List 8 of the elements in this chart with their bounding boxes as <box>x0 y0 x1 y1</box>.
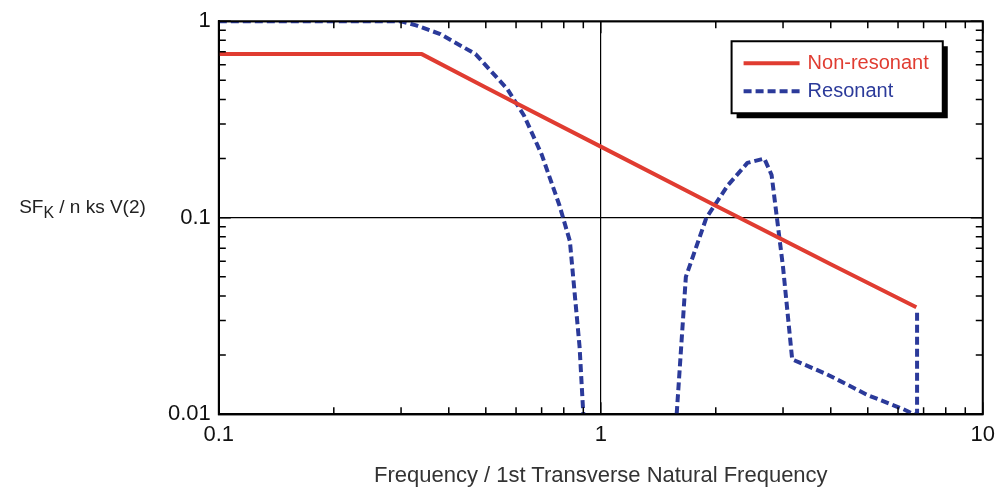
y-tick-label: 1 <box>198 7 211 33</box>
y-axis-title: SF$_{K}$ / n ks V(2) <box>18 196 147 222</box>
y-tick-label: 0.1 <box>180 203 211 229</box>
x-tick-label: 10 <box>970 421 996 447</box>
legend-label: Resonant <box>807 78 894 101</box>
x-tick-label: 1 <box>594 421 607 447</box>
legend-label: Non-resonant <box>807 50 930 73</box>
x-axis-title: Frequency / 1st Transverse Natural Frequency <box>373 461 828 487</box>
